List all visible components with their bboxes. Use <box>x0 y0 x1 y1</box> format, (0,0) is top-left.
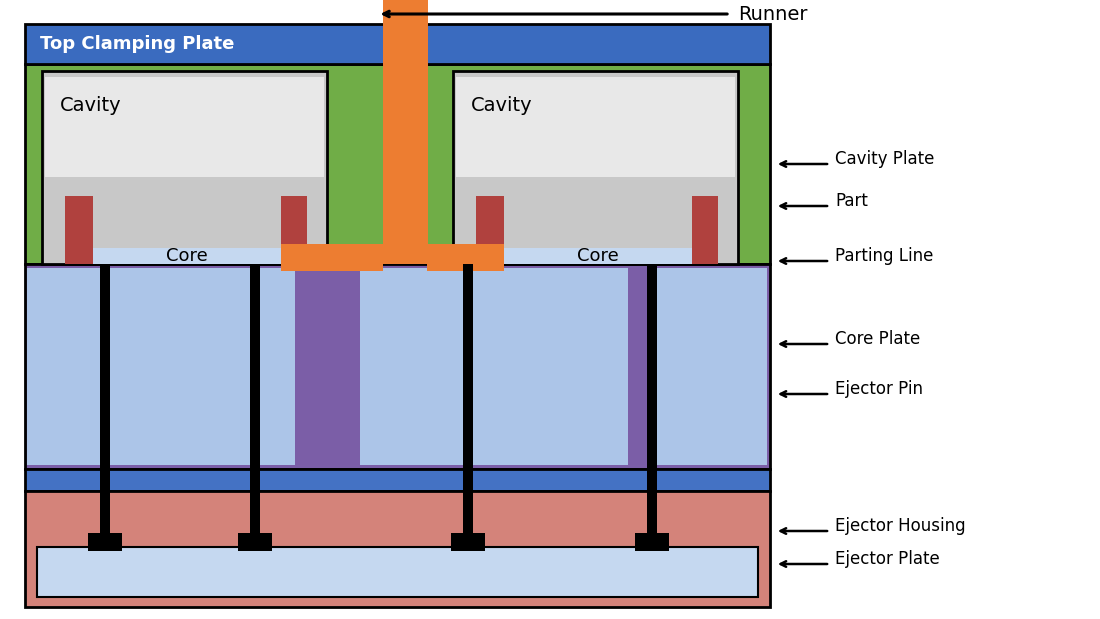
Bar <box>504 248 692 264</box>
Bar <box>360 268 628 465</box>
Text: Cavity Plate: Cavity Plate <box>835 150 934 168</box>
Text: Runner: Runner <box>738 4 807 24</box>
Bar <box>45 77 324 177</box>
Bar <box>25 264 770 469</box>
Bar <box>647 264 657 533</box>
Bar <box>635 533 669 551</box>
Bar <box>476 196 718 264</box>
Text: Parting Line: Parting Line <box>835 247 934 265</box>
Bar <box>453 71 738 264</box>
Bar <box>88 533 122 551</box>
Bar <box>383 0 428 264</box>
Text: Cavity: Cavity <box>60 96 122 115</box>
Text: Part: Part <box>835 192 868 210</box>
Bar <box>451 533 485 551</box>
Bar <box>428 245 504 271</box>
Bar <box>94 248 280 264</box>
Text: Top Clamping Plate: Top Clamping Plate <box>40 35 234 53</box>
Bar <box>42 71 327 264</box>
Text: Ejector Housing: Ejector Housing <box>835 517 966 535</box>
Bar <box>250 264 260 533</box>
Bar <box>28 268 295 465</box>
Bar <box>37 547 758 597</box>
Bar <box>100 264 110 533</box>
Bar <box>25 469 770 491</box>
Text: Core: Core <box>578 247 619 265</box>
Bar <box>238 533 272 551</box>
Bar <box>280 245 383 271</box>
Bar <box>94 196 280 248</box>
Text: Ejector Plate: Ejector Plate <box>835 550 939 568</box>
Bar <box>456 77 735 177</box>
Bar <box>657 268 767 465</box>
Bar <box>463 264 473 533</box>
Text: Core Plate: Core Plate <box>835 330 921 348</box>
Bar <box>504 196 692 248</box>
Bar <box>25 64 770 264</box>
Text: Ejector Pin: Ejector Pin <box>835 380 923 398</box>
Bar <box>25 491 770 607</box>
Text: Core: Core <box>166 247 208 265</box>
Bar <box>65 196 307 264</box>
Bar <box>25 24 770 64</box>
Text: Cavity: Cavity <box>471 96 532 115</box>
